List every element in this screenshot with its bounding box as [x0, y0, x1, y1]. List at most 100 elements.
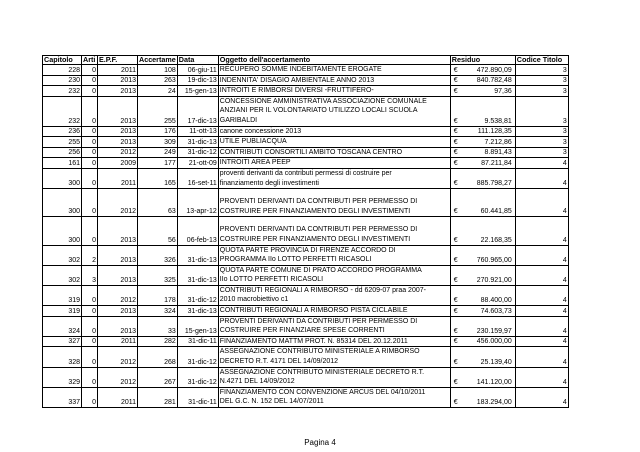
cell-codice-titolo: 4 [514, 366, 569, 388]
table-row: 300 0 2012 63 13-apr-12 PROVENTI DERIVANTI DA… [42, 188, 569, 218]
cell-oggetto: PROVENTI DERIVANTI DA CONTRIBUTI PER PER… [217, 188, 451, 218]
cell-capitolo: 300 [42, 188, 82, 218]
cell-accertamento: 177 [137, 157, 178, 169]
cell-capitolo: 228 [42, 64, 82, 76]
table-row: 319 0 2013 324 31-dic-13 CONTRIBUTI REGIONALI… [42, 305, 569, 317]
cell-epf: 2012 [97, 346, 138, 368]
cell-accertamento: 268 [137, 346, 178, 368]
cell-capitolo: 302 [42, 264, 82, 286]
cell-codice-titolo: 4 [514, 244, 569, 266]
cell-codice-titolo: 4 [514, 346, 569, 368]
cell-articolo: 0 [81, 95, 98, 127]
header-data: Data [176, 55, 219, 65]
cell-oggetto: CONTRIBUTI REGIONALI A RIMBORSO PISTA CI… [217, 305, 451, 317]
cell-data: 15-gen-13 [176, 85, 219, 97]
table-row: 329 0 2012 267 31-dic-12 ASSEGNAZIONE CONTRIB… [42, 366, 569, 388]
currency-symbol: € [453, 149, 458, 157]
cell-epf: 2013 [97, 264, 138, 286]
cell-accertamento: 281 [137, 386, 178, 409]
cell-accertamento: 165 [137, 167, 178, 190]
cell-capitolo: 232 [42, 85, 82, 97]
residuo-amount: 111.128,35 [477, 128, 512, 136]
cell-codice-titolo: 4 [514, 167, 569, 190]
cell-oggetto: INTROITI AREA PEEP [217, 157, 451, 169]
header-codice-titolo: Codice Titolo [514, 55, 569, 65]
cell-capitolo: 161 [42, 157, 82, 169]
residuo-amount: 97,36 [494, 87, 512, 95]
cell-data: 31-dic-12 [176, 366, 219, 388]
cell-residuo: €88.400,00 [449, 284, 516, 307]
residuo-amount: 22.168,35 [480, 236, 512, 244]
header-oggetto: Oggetto dell'accertamento [217, 55, 451, 65]
cell-capitolo: 300 [42, 167, 82, 190]
cell-accertamento: 255 [137, 95, 178, 127]
cell-oggetto: FINANZIAMENTO MATTM PROT. N. 85314 DEL 2… [217, 335, 451, 348]
cell-capitolo: 302 [42, 244, 82, 266]
accertamenti-table: Capitolo Arti E.P.F. Accertame Data Ogge… [42, 55, 569, 409]
residuo-amount: 7.212,86 [484, 138, 512, 146]
cell-articolo: 0 [81, 335, 98, 348]
cell-residuo: €87.211,84 [449, 157, 516, 169]
residuo-amount: 8.891,43 [484, 149, 512, 157]
cell-codice-titolo: 4 [514, 305, 569, 317]
cell-capitolo: 255 [42, 136, 82, 148]
cell-oggetto: ASSEGNAZIONE CONTRIBUTO MINISTERIALE A R… [217, 346, 451, 368]
cell-epf: 2013 [97, 216, 138, 246]
cell-data: 15-gen-13 [176, 315, 219, 337]
cell-residuo: €8.891,43 [449, 146, 516, 159]
cell-codice-titolo: 4 [514, 335, 569, 348]
cell-epf: 2013 [97, 244, 138, 266]
cell-articolo: 0 [81, 167, 98, 190]
cell-articolo: 0 [81, 366, 98, 388]
header-residuo: Residuo [449, 55, 516, 65]
cell-data: 06-giu-11 [176, 64, 219, 76]
cell-codice-titolo: 3 [514, 74, 569, 87]
cell-residuo: €111.128,35 [449, 125, 516, 138]
cell-data: 16-set-11 [176, 167, 219, 190]
cell-articolo: 0 [81, 146, 98, 159]
cell-epf: 2012 [97, 188, 138, 218]
cell-accertamento: 176 [137, 125, 178, 138]
table-row: 300 0 2011 165 16-set-11 proventi derivanti d… [42, 167, 569, 190]
cell-oggetto: PROVENTI DERIVANTI DA CONTRIBUTI PER PER… [217, 216, 451, 246]
table-header-row: Capitolo Arti E.P.F. Accertame Data Ogge… [42, 55, 569, 65]
header-capitolo: Capitolo [42, 55, 82, 65]
cell-data: 31-dic-12 [176, 146, 219, 159]
table-row: 232 0 2013 24 15-gen-13 INTROITI E RIMBORSI D… [42, 85, 569, 97]
cell-codice-titolo: 4 [514, 315, 569, 337]
currency-symbol: € [453, 378, 458, 386]
table-row: 328 0 2012 268 31-dic-12 ASSEGNAZIONE CONTRIB… [42, 346, 569, 368]
currency-symbol: € [453, 87, 458, 95]
cell-capitolo: 327 [42, 335, 82, 348]
cell-epf: 2013 [97, 74, 138, 87]
cell-data: 31-dic-11 [176, 335, 219, 348]
residuo-amount: 760.965,00 [476, 256, 512, 264]
cell-articolo: 0 [81, 188, 98, 218]
cell-capitolo: 232 [42, 95, 82, 127]
cell-capitolo: 324 [42, 315, 82, 337]
cell-accertamento: 325 [137, 264, 178, 286]
cell-codice-titolo: 3 [514, 95, 569, 127]
page-number: Pagina 4 [304, 438, 336, 447]
currency-symbol: € [453, 208, 458, 216]
cell-accertamento: 309 [137, 136, 178, 148]
cell-residuo: €472.890,09 [449, 64, 516, 76]
cell-residuo: €74.603,73 [449, 305, 516, 317]
cell-epf: 2013 [97, 85, 138, 97]
cell-epf: 2011 [97, 167, 138, 190]
cell-articolo: 3 [81, 264, 98, 286]
cell-accertamento: 63 [137, 188, 178, 218]
cell-capitolo: 319 [42, 305, 82, 317]
cell-residuo: €885.798,27 [449, 167, 516, 190]
currency-symbol: € [453, 236, 458, 244]
currency-symbol: € [453, 358, 458, 366]
cell-articolo: 0 [81, 64, 98, 76]
cell-oggetto: ASSEGNAZIONE CONTRIBUTO MINISTERIALE DEC… [217, 366, 451, 388]
cell-codice-titolo: 3 [514, 85, 569, 97]
cell-capitolo: 337 [42, 386, 82, 409]
cell-data: 13-apr-12 [176, 188, 219, 218]
cell-residuo: €183.294,00 [449, 386, 516, 409]
cell-accertamento: 178 [137, 284, 178, 307]
cell-capitolo: 329 [42, 366, 82, 388]
cell-data: 31-dic-12 [176, 284, 219, 307]
